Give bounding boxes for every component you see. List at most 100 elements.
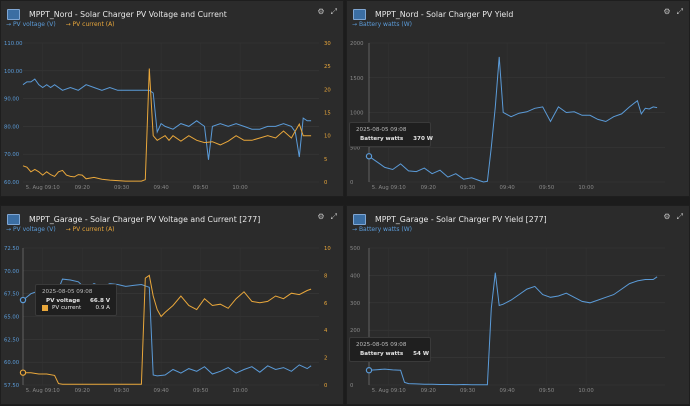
tooltip-row: PV voltage 66.8 V <box>42 298 110 304</box>
panel-header: MPPT_Garage - Solar Charger PV Voltage a… <box>1 206 343 232</box>
legend-item-battery-watts[interactable]: → Battery watts (W) <box>352 21 412 28</box>
chart-plot[interactable]: 01002003004005005. Aug 09:1009:2009:3009… <box>347 206 690 406</box>
series-line[interactable] <box>22 68 312 182</box>
settings-icon[interactable]: ⚙ <box>317 7 325 16</box>
y-tick-label: 0 <box>350 180 354 186</box>
y-tick-label: 400 <box>350 273 361 279</box>
y-right-tick-label: 4 <box>324 328 328 334</box>
chart-icon <box>7 8 20 20</box>
series-line[interactable] <box>22 278 312 377</box>
tooltip-row: Battery watts 370 W <box>356 136 433 142</box>
y-tick-label: 100.00 <box>4 69 23 75</box>
y-tick-label: 57.50 <box>4 383 20 389</box>
tooltip-value: 370 W <box>413 136 433 142</box>
legend: → Battery watts (W) <box>352 21 420 28</box>
y-tick-label: 500 <box>350 246 361 252</box>
chart-icon <box>7 213 20 225</box>
legend-item-current[interactable]: → PV current (A) <box>65 226 115 233</box>
panel-controls: ⚙ ⤢ <box>663 7 683 17</box>
settings-icon[interactable]: ⚙ <box>663 7 671 16</box>
legend-item-voltage[interactable]: → PV voltage (V) <box>6 226 56 233</box>
panel-header: MPPT_Garage - Solar Charger PV Yield [27… <box>347 206 689 232</box>
x-tick-label: 09:30 <box>460 388 476 394</box>
panel-title: MPPT_Nord - Solar Charger PV Voltage and… <box>29 9 227 19</box>
y-tick-label: 2000 <box>350 41 364 47</box>
y-tick-label: 72.50 <box>4 246 20 252</box>
legend: → Battery watts (W) <box>352 226 420 233</box>
settings-icon[interactable]: ⚙ <box>317 212 325 221</box>
tooltip-row: PV current 0.9 A <box>42 305 110 311</box>
y-right-tick-label: 0 <box>324 180 328 186</box>
x-tick-label: 09:20 <box>75 185 91 191</box>
y-tick-label: 300 <box>350 301 361 307</box>
settings-icon[interactable]: ⚙ <box>663 212 671 221</box>
y-tick-label: 60.00 <box>4 360 20 366</box>
chart-plot[interactable]: 60.00 70.00 80.00 90.00 100.00 110.00 0 5 10 15 20… <box>1 1 345 198</box>
hover-point <box>365 153 373 160</box>
panel-title: MPPT_Garage - Solar Charger PV Voltage a… <box>29 214 261 224</box>
x-tick-label: 09:20 <box>421 388 437 394</box>
tooltip-time: 2025-08-05 09:08 <box>356 342 407 348</box>
y-tick-label: 70.00 <box>4 152 20 158</box>
panel-pv-yield-nord: MPPT_Nord - Solar Charger PV Yield ⚙ ⤢ →… <box>346 0 690 197</box>
x-tick-label: 10:00 <box>232 388 248 394</box>
hover-point <box>19 296 27 304</box>
legend-item-current[interactable]: → PV current (A) <box>65 21 115 28</box>
chart-tooltip: 2025-08-05 09:08 Battery watts 370 W <box>349 122 433 147</box>
chart-plot[interactable]: 0 500 1000 1500 2000 5. Aug 09:10 09:20 09:30 09… <box>347 1 690 198</box>
series-line[interactable] <box>368 56 658 183</box>
x-tick-label: 09:40 <box>500 388 516 394</box>
chart-icon <box>353 8 366 20</box>
tooltip-label: Battery watts <box>360 136 404 142</box>
x-tick-label: 5. Aug 09:10 <box>372 185 407 191</box>
series-line[interactable] <box>23 274 312 385</box>
x-tick-label: 09:30 <box>460 185 476 191</box>
panel-pv-voltage-current-garage: MPPT_Garage - Solar Charger PV Voltage a… <box>0 205 344 405</box>
y-right-tick-label: 20 <box>324 87 331 93</box>
y-right-tick-label: 10 <box>324 134 331 140</box>
tooltip-label: PV current <box>52 305 82 311</box>
panel-controls: ⚙ ⤢ <box>317 212 337 222</box>
expand-icon[interactable]: ⤢ <box>676 7 683 16</box>
legend-item-voltage[interactable]: → PV voltage (V) <box>6 21 56 28</box>
legend-item-battery-watts[interactable]: → Battery watts (W) <box>352 226 412 233</box>
expand-icon[interactable]: ⤢ <box>330 212 337 221</box>
y-tick-label: 1500 <box>350 76 364 82</box>
y-tick-label: 70.00 <box>4 269 20 275</box>
panel-header: MPPT_Nord - Solar Charger PV Yield <box>347 1 689 27</box>
chart-tooltip: 2025-08-05 09:08 PV voltage 66.8 V PV cu… <box>35 284 117 316</box>
tooltip-value: 66.8 V <box>90 298 111 304</box>
expand-icon[interactable]: ⤢ <box>676 212 683 221</box>
tooltip-time: 2025-08-05 09:08 <box>356 127 407 133</box>
x-tick-label: 5. Aug 09:10 <box>372 388 407 394</box>
y-tick-label: 110.00 <box>4 41 23 47</box>
x-tick-label: 10:00 <box>232 185 248 191</box>
tooltip-time: 2025-08-05 09:08 <box>42 289 93 295</box>
panel-controls: ⚙ ⤢ <box>663 212 683 222</box>
series-swatch <box>42 305 48 311</box>
x-tick-label: 09:40 <box>154 388 170 394</box>
y-tick-label: 200 <box>350 328 361 334</box>
tooltip-value: 0.9 A <box>95 305 110 311</box>
x-tick-label: 09:40 <box>500 185 516 191</box>
y-right-tick-label: 15 <box>324 111 331 117</box>
chart-plot[interactable]: 57.50 60.00 62.50 65.00 67.50 70.00 72.50 0 2 4 6 8… <box>1 206 345 406</box>
y-right-tick-label: 25 <box>324 64 331 70</box>
x-tick-label: 09:40 <box>154 185 170 191</box>
hover-point <box>365 367 373 374</box>
panel-title: MPPT_Garage - Solar Charger PV Yield [27… <box>375 214 547 224</box>
x-tick-label: 5. Aug 09:10 <box>26 388 61 394</box>
series-line[interactable] <box>22 78 312 160</box>
panel-title: MPPT_Nord - Solar Charger PV Yield <box>375 9 514 19</box>
tooltip-label: Battery watts <box>360 351 404 357</box>
y-right-tick-label: 2 <box>324 356 327 362</box>
y-right-tick-label: 30 <box>324 41 331 47</box>
x-tick-label: 10:00 <box>578 388 594 394</box>
expand-icon[interactable]: ⤢ <box>330 7 337 16</box>
x-tick-label: 09:50 <box>193 185 209 191</box>
tooltip-value: 54 W <box>413 351 430 357</box>
panel-pv-yield-garage: MPPT_Garage - Solar Charger PV Yield [27… <box>346 205 690 405</box>
y-right-tick-label: 10 <box>324 246 331 252</box>
chart-icon <box>353 213 366 225</box>
series-line[interactable] <box>368 272 658 386</box>
